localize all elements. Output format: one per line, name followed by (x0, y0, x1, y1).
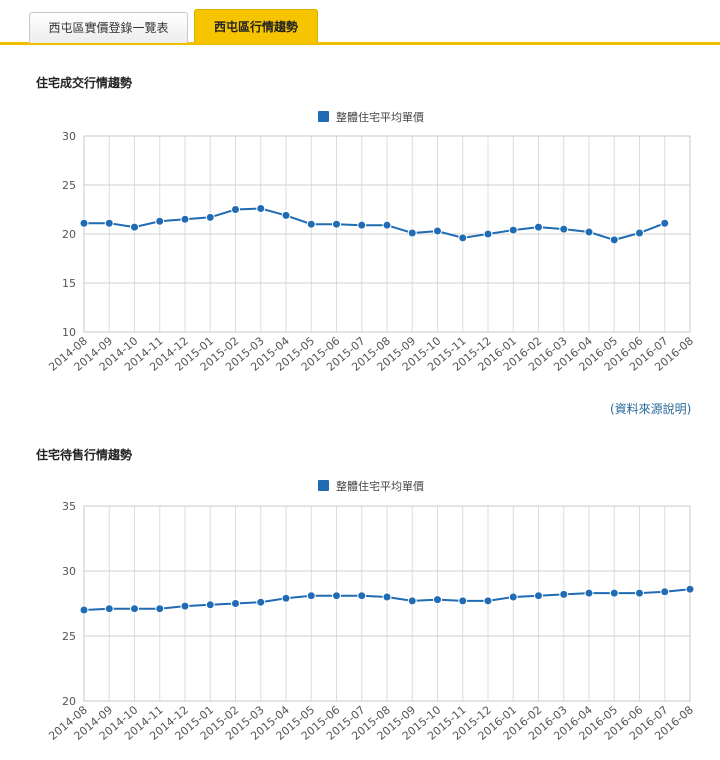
c1-data-point (281, 210, 291, 220)
c1-ytick-label: 25 (62, 179, 76, 192)
c1-data-point (104, 218, 114, 228)
c1-data-point (357, 220, 367, 230)
c1-data-point (332, 219, 341, 229)
c1-data-point (584, 227, 594, 237)
c2-legend-label: 整體住宅平均單價 (336, 479, 424, 493)
c2-ytick-label: 35 (62, 500, 76, 513)
c2-plot-frame (83, 505, 691, 702)
c2-data-point (609, 588, 619, 598)
chart1-title: 住宅成交行情趨勢 (36, 76, 133, 90)
c1-data-point (155, 216, 165, 226)
c2-data-point (231, 599, 240, 608)
c2-data-point (180, 601, 190, 611)
c2-data-point (256, 597, 266, 607)
tab-transaction-list[interactable]: 西屯區實價登錄一覽表 (29, 12, 188, 43)
c2-data-point (332, 591, 341, 601)
c2-data-point (685, 584, 695, 594)
c1-data-point (635, 228, 644, 238)
c1-data-point (508, 225, 518, 235)
c2-data-point (534, 591, 543, 601)
c2-data-point (357, 591, 367, 601)
c2-data-point (205, 600, 215, 610)
c1-legend-label: 整體住宅平均單價 (336, 110, 424, 124)
c1-data-point (458, 233, 468, 243)
c1-data-point (609, 235, 619, 245)
c1-legend-swatch (318, 111, 329, 122)
c1-data-point (407, 228, 417, 238)
c2-data-point (660, 587, 670, 597)
c1-ytick-label: 20 (62, 228, 76, 241)
tab-bar: 西屯區實價登錄一覽表 西屯區行情趨勢 (0, 0, 720, 45)
c2-ytick-label: 25 (62, 630, 76, 643)
c1-data-point (433, 226, 442, 236)
c2-data-point (584, 588, 594, 598)
c2-ytick-label: 20 (62, 695, 76, 708)
c1-ytick-label: 30 (62, 130, 76, 143)
c1-ytick-label: 15 (62, 277, 76, 290)
tab-price-trend[interactable]: 西屯區行情趨勢 (194, 9, 318, 43)
c1-data-point (559, 224, 569, 234)
c2-data-point (559, 589, 569, 599)
c1-ytick-label: 10 (62, 326, 76, 339)
c2-ytick-label: 30 (62, 565, 76, 578)
c2-data-point (382, 592, 392, 602)
c1-data-point (205, 212, 215, 222)
c2-data-point (458, 596, 468, 606)
transaction-trend-chart: 整體住宅平均單價10152025302014-082014-092014-102… (46, 110, 696, 374)
c1-data-point (660, 218, 670, 228)
c2-data-point (483, 596, 493, 606)
c1-data-point (79, 218, 89, 228)
c1-data-point (534, 222, 543, 232)
chart2-title: 住宅待售行情趨勢 (36, 448, 133, 462)
c1-series-line (84, 207, 666, 241)
data-source-link[interactable]: (資料來源說明) (610, 402, 692, 416)
c2-data-point (155, 604, 165, 614)
c2-data-point (104, 604, 114, 614)
c1-data-point (382, 220, 392, 230)
c1-plot-frame (83, 135, 691, 333)
c2-data-point (407, 596, 417, 606)
c2-data-point (306, 591, 316, 601)
c1-data-point (306, 219, 316, 229)
c2-data-point (281, 593, 291, 603)
c1-data-point (483, 229, 493, 239)
c1-data-point (256, 204, 266, 214)
listing-trend-chart: 整體住宅平均單價202530352014-082014-092014-10201… (46, 479, 696, 743)
c1-data-point (130, 222, 139, 232)
c1-data-point (180, 214, 190, 224)
c2-data-point (635, 588, 644, 598)
c2-data-point (508, 592, 518, 602)
c2-legend-swatch (318, 480, 329, 491)
c1-data-point (231, 205, 240, 214)
c2-data-point (130, 604, 139, 614)
c2-data-point (79, 605, 89, 615)
c2-data-point (433, 595, 442, 605)
